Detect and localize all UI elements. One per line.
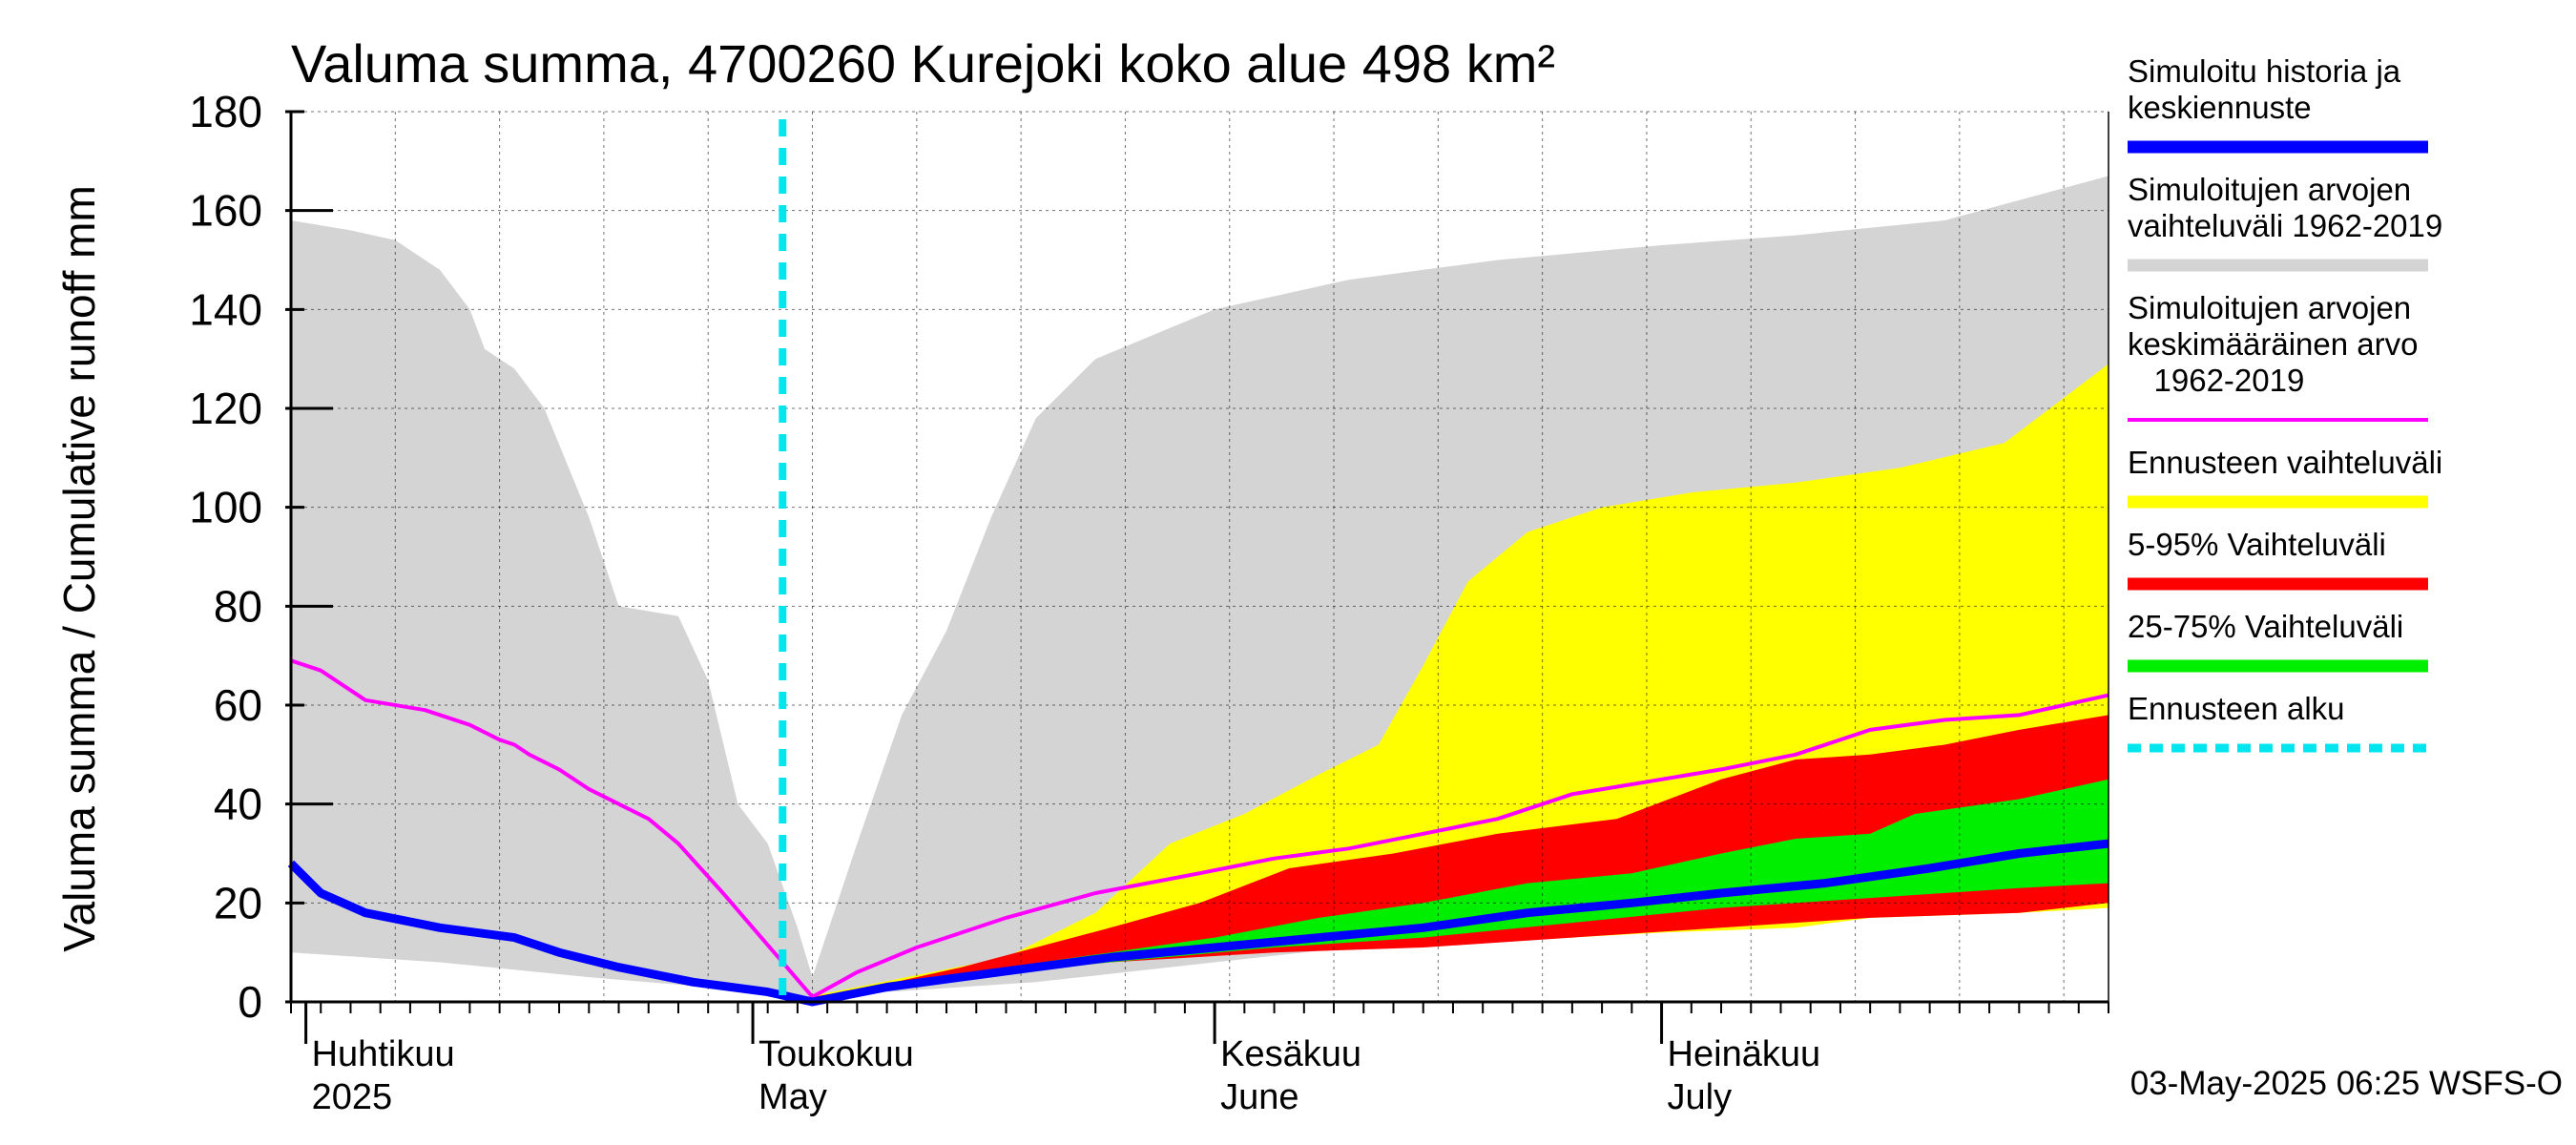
- band-5-95-vaihteluv-li: [782, 715, 2109, 1002]
- legend-item-label: keskimääräinen arvo: [2128, 326, 2418, 362]
- y-tick-label: 140: [189, 284, 262, 334]
- x-month-label: Huhtikuu: [312, 1034, 455, 1074]
- legend: Simuloitu historia jakeskiennusteSimuloi…: [2128, 53, 2442, 753]
- x-month-sublabel: 2025: [312, 1077, 393, 1117]
- legend-item: 5-95% Vaihteluväli: [2128, 527, 2428, 591]
- y-tick-label: 180: [189, 87, 262, 136]
- legend-item: 25-75% Vaihteluväli: [2128, 609, 2428, 673]
- y-tick-label: 120: [189, 384, 262, 433]
- x-month-label: Kesäkuu: [1220, 1034, 1361, 1074]
- y-tick-label: 160: [189, 186, 262, 236]
- x-month-sublabel: July: [1668, 1077, 1733, 1117]
- legend-item-label: 1962-2019: [2128, 363, 2304, 398]
- x-month-sublabel: May: [758, 1077, 827, 1117]
- legend-item-label: Simuloitujen arvojen: [2128, 290, 2411, 325]
- y-tick-label: 40: [214, 780, 262, 829]
- legend-item-label: 5-95% Vaihteluväli: [2128, 527, 2386, 562]
- series-line-simulated-history: [287, 839, 2109, 1007]
- legend-item-label: 25-75% Vaihteluväli: [2128, 609, 2403, 644]
- legend-item-label: Simuloitu historia ja: [2128, 53, 2401, 89]
- legend-item-label: vaihteluväli 1962-2019: [2128, 208, 2442, 243]
- y-tick-label: 0: [238, 977, 262, 1027]
- legend-item-label: keskiennuste: [2128, 90, 2312, 125]
- x-month-label: Heinäkuu: [1668, 1034, 1821, 1074]
- y-tick-label: 100: [189, 483, 262, 532]
- y-tick-label: 20: [214, 878, 262, 927]
- legend-item: Ennusteen vaihteluväli: [2128, 445, 2442, 509]
- legend-item-label: Ennusteen vaihteluväli: [2128, 445, 2442, 480]
- x-month-label: Toukokuu: [758, 1034, 914, 1074]
- y-tick-label: 80: [214, 581, 262, 631]
- y-axis-label: Valuma summa / Cumulative runoff mm: [54, 185, 104, 952]
- chart-title: Valuma summa, 4700260 Kurejoki koko alue…: [291, 33, 1555, 94]
- grid: [291, 111, 2109, 1002]
- legend-item: Ennusteen alku: [2128, 691, 2428, 753]
- plot-area: [287, 111, 2109, 1007]
- y-tick-label: 60: [214, 680, 262, 730]
- band-25-75-vaihteluv-li: [782, 779, 2109, 1002]
- legend-item-label: Ennusteen alku: [2128, 691, 2345, 726]
- legend-item-label: Simuloitujen arvojen: [2128, 172, 2411, 207]
- x-month-sublabel: June: [1220, 1077, 1298, 1117]
- series-line-simulated-mean: [290, 658, 2109, 999]
- timestamp: 03-May-2025 06:25 WSFS-O: [2130, 1065, 2563, 1102]
